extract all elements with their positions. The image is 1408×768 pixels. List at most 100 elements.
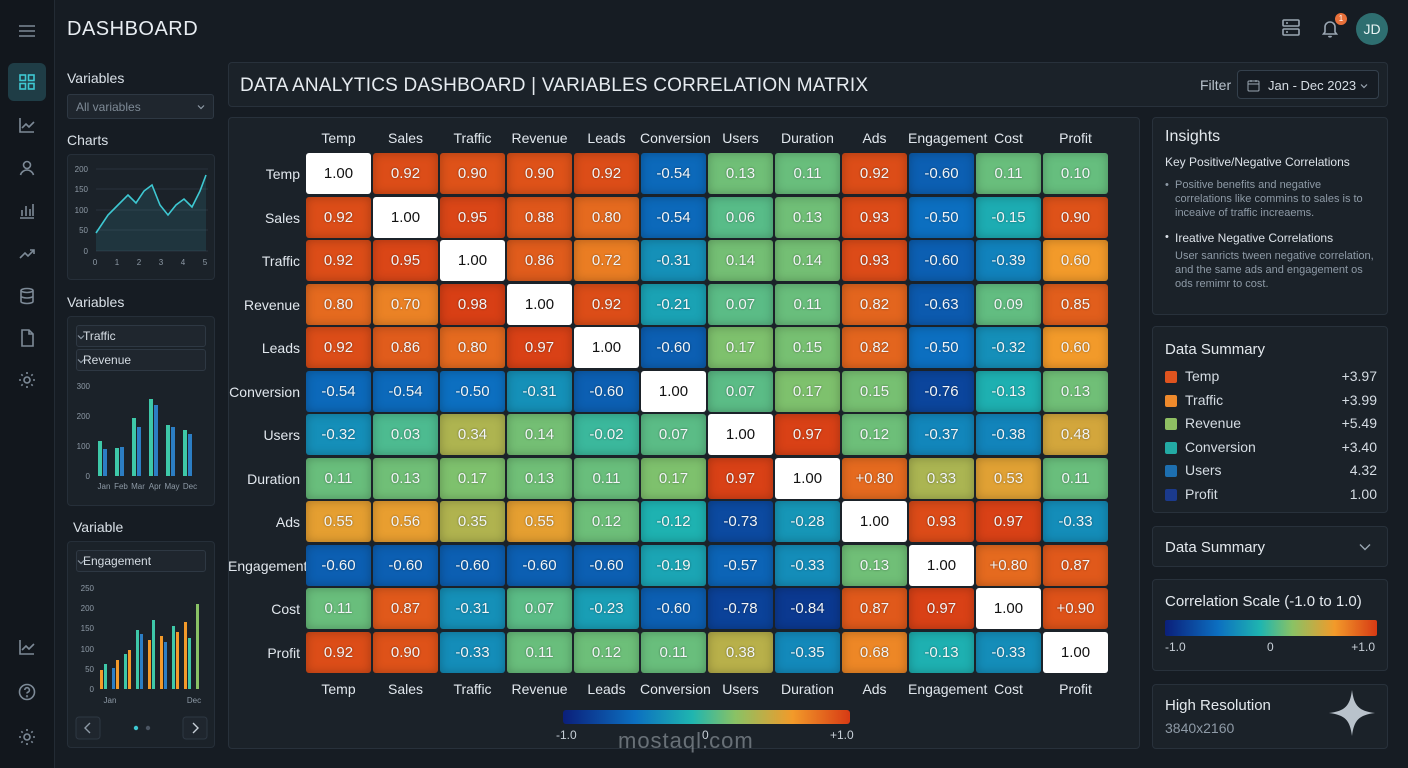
heatmap-cell[interactable]: -0.54 [373,370,438,412]
heatmap-cell[interactable]: -0.60 [507,544,572,586]
heatmap-cell[interactable]: 0.13 [775,196,840,238]
heatmap-cell[interactable]: 0.98 [440,283,505,325]
heatmap-cell[interactable]: 0.95 [373,240,438,281]
heatmap-cell[interactable]: 0.12 [842,414,907,455]
heatmap-cell[interactable]: 0.11 [306,457,371,499]
heatmap-cell[interactable]: -0.13 [909,631,974,673]
heatmap-cell[interactable]: 0.86 [507,240,572,281]
heatmap-cell[interactable]: 0.97 [507,327,572,368]
heatmap-cell[interactable]: 0.93 [909,501,974,542]
heatmap-cell[interactable]: 0.03 [373,414,438,455]
line-chart-icon[interactable] [8,106,46,144]
heatmap-cell[interactable]: -0.35 [775,631,840,673]
heatmap-cell[interactable]: 0.60 [1043,327,1108,368]
heatmap-cell[interactable]: 0.93 [842,240,907,281]
heatmap-cell[interactable]: 0.55 [507,501,572,542]
engagement-select[interactable]: Engagement [76,550,206,572]
bar-chart-icon[interactable] [8,192,46,230]
heatmap-cell[interactable]: 0.09 [976,283,1041,325]
heatmap-cell[interactable]: 0.10 [1043,153,1108,194]
heatmap-cell[interactable]: -0.21 [641,283,706,325]
heatmap-cell[interactable]: -0.33 [1043,501,1108,542]
heatmap-cell[interactable]: -0.60 [641,588,706,629]
heatmap-cell[interactable]: -0.33 [440,631,505,673]
heatmap-cell[interactable]: -0.15 [976,196,1041,238]
document-icon[interactable] [8,319,46,357]
heatmap-cell[interactable]: 0.97 [708,457,773,499]
heatmap-cell[interactable]: 0.48 [1043,414,1108,455]
heatmap-cell[interactable]: 0.82 [842,327,907,368]
heatmap-cell[interactable]: -0.31 [440,588,505,629]
heatmap-cell[interactable]: 1.00 [641,370,706,412]
heatmap-cell[interactable]: 0.14 [775,240,840,281]
heatmap-cell[interactable]: 0.87 [842,588,907,629]
heatmap-cell[interactable]: 0.92 [574,283,639,325]
heatmap-cell[interactable]: 0.92 [373,153,438,194]
heatmap-cell[interactable]: 1.00 [909,544,974,586]
heatmap-cell[interactable]: 0.11 [641,631,706,673]
heatmap-cell[interactable]: 0.53 [976,457,1041,499]
heatmap-cell[interactable]: 0.90 [440,153,505,194]
heatmap-cell[interactable]: -0.57 [708,544,773,586]
heatmap-cell[interactable]: 0.35 [440,501,505,542]
date-filter-dropdown[interactable]: Jan - Dec 2023 [1237,70,1379,99]
heatmap-cell[interactable]: -0.23 [574,588,639,629]
heatmap-cell[interactable]: 0.72 [574,240,639,281]
heatmap-cell[interactable]: 0.38 [708,631,773,673]
heatmap-cell[interactable]: -0.32 [976,327,1041,368]
heatmap-cell[interactable]: 1.00 [440,240,505,281]
heatmap-cell[interactable]: 0.33 [909,457,974,499]
heatmap-cell[interactable]: 0.13 [373,457,438,499]
heatmap-cell[interactable]: -0.60 [574,370,639,412]
heatmap-cell[interactable]: 0.07 [708,370,773,412]
heatmap-cell[interactable]: 0.80 [440,327,505,368]
heatmap-cell[interactable]: -0.31 [641,240,706,281]
server-icon[interactable] [1280,17,1304,41]
heatmap-cell[interactable]: -0.19 [641,544,706,586]
revenue-select[interactable]: Revenue [76,349,206,371]
heatmap-cell[interactable]: -0.50 [909,196,974,238]
analytics-icon[interactable] [8,628,46,666]
heatmap-cell[interactable]: 0.12 [574,501,639,542]
heatmap-cell[interactable]: -0.28 [775,501,840,542]
heatmap-cell[interactable]: 0.11 [976,153,1041,194]
heatmap-cell[interactable]: 0.90 [507,153,572,194]
heatmap-cell[interactable]: -0.76 [909,370,974,412]
heatmap-cell[interactable]: 0.34 [440,414,505,455]
heatmap-cell[interactable]: 0.55 [306,501,371,542]
heatmap-cell[interactable]: -0.63 [909,283,974,325]
heatmap-cell[interactable]: 0.07 [641,414,706,455]
heatmap-cell[interactable]: 0.14 [708,240,773,281]
heatmap-cell[interactable]: 0.97 [976,501,1041,542]
heatmap-cell[interactable]: 0.86 [373,327,438,368]
heatmap-cell[interactable]: 0.60 [1043,240,1108,281]
heatmap-cell[interactable]: 1.00 [976,588,1041,629]
heatmap-cell[interactable]: -0.60 [574,544,639,586]
heatmap-cell[interactable]: -0.50 [440,370,505,412]
heatmap-cell[interactable]: 0.17 [641,457,706,499]
heatmap-cell[interactable]: -0.60 [440,544,505,586]
heatmap-cell[interactable]: 0.87 [373,588,438,629]
heatmap-cell[interactable]: 0.90 [373,631,438,673]
heatmap-cell[interactable]: +0.80 [842,457,907,499]
heatmap-cell[interactable]: 0.11 [1043,457,1108,499]
heatmap-cell[interactable]: 1.00 [306,153,371,194]
heatmap-cell[interactable]: -0.54 [641,153,706,194]
heatmap-cell[interactable]: 0.06 [708,196,773,238]
heatmap-cell[interactable]: -0.73 [708,501,773,542]
notification-bell-icon[interactable]: 1 [1319,13,1347,41]
data-summary-collapsed[interactable]: Data Summary [1152,526,1388,567]
heatmap-cell[interactable]: 0.92 [842,153,907,194]
heatmap-cell[interactable]: 0.15 [775,327,840,368]
heatmap-cell[interactable]: 0.88 [507,196,572,238]
heatmap-cell[interactable]: 0.92 [574,153,639,194]
heatmap-cell[interactable]: 0.12 [574,631,639,673]
heatmap-cell[interactable]: -0.33 [976,631,1041,673]
heatmap-cell[interactable]: 0.70 [373,283,438,325]
heatmap-cell[interactable]: 0.11 [507,631,572,673]
heatmap-cell[interactable]: 0.80 [306,283,371,325]
heatmap-cell[interactable]: 0.56 [373,501,438,542]
heatmap-cell[interactable]: -0.38 [976,414,1041,455]
heatmap-cell[interactable]: -0.84 [775,588,840,629]
heatmap-cell[interactable]: -0.39 [976,240,1041,281]
